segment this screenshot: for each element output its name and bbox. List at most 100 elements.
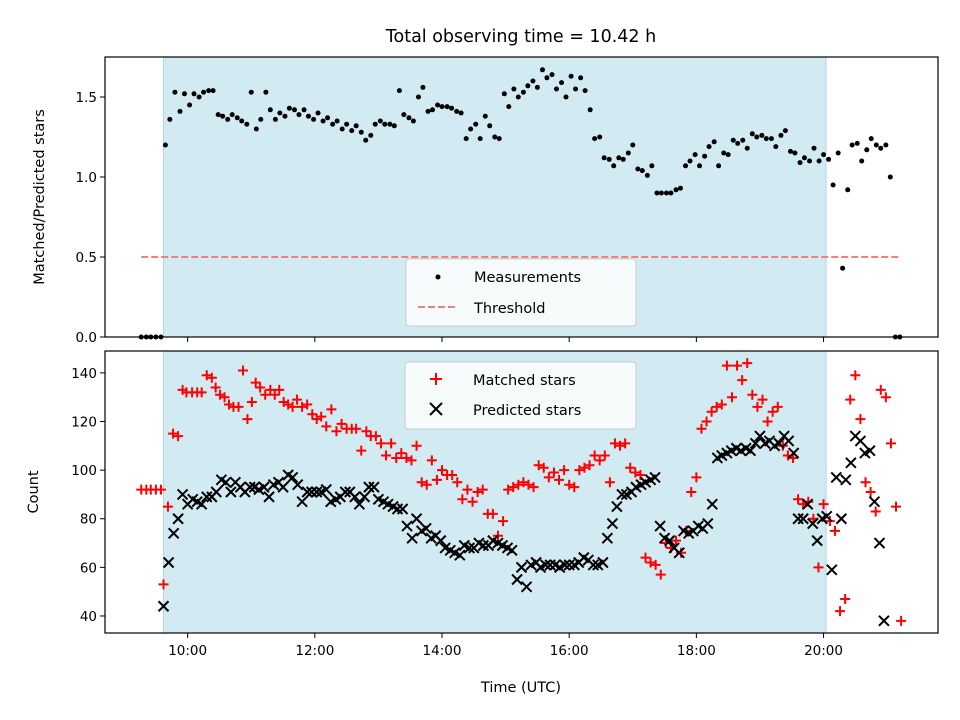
measurement-point [840, 265, 846, 271]
matched-star-point [840, 593, 851, 604]
measurement-point [878, 145, 884, 151]
measurement-point [344, 121, 350, 127]
measurement-point [172, 89, 178, 95]
measurement-point [330, 121, 336, 127]
predicted-star-point [291, 478, 304, 491]
measurement-point [382, 121, 388, 127]
xtick-label: 16:00 [550, 643, 589, 659]
predicted-star-point [258, 481, 270, 493]
measurement-point [325, 115, 331, 121]
measurement-point [391, 123, 397, 129]
measurement-point [177, 108, 183, 114]
matched-star-point [548, 467, 559, 478]
matched-star-point [875, 384, 886, 395]
measurement-point [677, 185, 683, 191]
matched-star-point [452, 477, 463, 488]
matched-star-point [813, 562, 824, 573]
predicted-star-point [420, 522, 432, 535]
predicted-star-point [749, 437, 762, 450]
measurement-point [239, 118, 245, 124]
measurement-point [229, 112, 235, 118]
predicted-star-point [801, 498, 814, 510]
matched-star-point [721, 360, 732, 371]
matched-star-point [599, 450, 610, 461]
measurement-point [301, 107, 307, 113]
measurement-point [601, 155, 607, 161]
measurement-point [778, 132, 784, 138]
matched-star-point [604, 477, 615, 488]
predicted-star-point [782, 435, 795, 447]
predicted-star-point [305, 486, 318, 498]
measurement-point [372, 121, 378, 127]
matched-star-point [528, 482, 539, 493]
matched-star-point [835, 606, 846, 617]
matched-star-point [287, 401, 298, 412]
matched-star-point [297, 401, 308, 412]
matched-star-point [569, 482, 580, 493]
predicted-star-point [616, 488, 628, 501]
matched-star-point [860, 477, 871, 488]
measurement-point [782, 128, 788, 134]
predicted-star-point [391, 503, 404, 515]
predicted-star-point [773, 437, 785, 450]
predicted-star-point [606, 517, 619, 530]
measurement-point [883, 142, 889, 148]
measurement-point [687, 158, 693, 164]
legend-threshold-label: Threshold [473, 301, 545, 317]
matched-star-point [671, 535, 682, 546]
predicted-star-point [563, 559, 575, 571]
matched-star-point [331, 426, 342, 437]
matched-star-point [375, 438, 386, 449]
measurement-point [439, 104, 445, 110]
matched-star-point [391, 452, 402, 463]
matched-star-point [818, 499, 829, 510]
measurement-point [215, 112, 221, 118]
x-axis-label: Time (UTC) [480, 680, 561, 696]
legend-measurements-label: Measurements [474, 270, 581, 286]
matched-star-point [168, 428, 179, 439]
predicted-star-point [506, 544, 518, 557]
matched-star-point [246, 397, 257, 408]
measurement-point [425, 108, 431, 114]
predicted-star-point [611, 500, 623, 513]
predicted-star-point [406, 532, 418, 544]
measurement-point [821, 152, 827, 158]
matched-star-point [518, 477, 529, 488]
matched-star-point [356, 445, 367, 456]
legend-measurements-marker [435, 274, 441, 280]
measurement-point [415, 94, 421, 100]
measurement-point [315, 110, 321, 116]
matched-star-point [219, 392, 230, 403]
matched-star-point [609, 438, 620, 449]
count-ytick-label: 100 [71, 463, 97, 479]
measurement-point [496, 136, 502, 142]
measurement-point [711, 139, 717, 145]
predicted-star-point [797, 513, 809, 525]
predicted-star-point [410, 513, 423, 525]
measurement-point [706, 144, 712, 150]
predicted-star-point [201, 491, 213, 503]
predicted-star-point [477, 539, 490, 552]
predicted-star-point [854, 435, 867, 447]
matched-star-point [850, 370, 861, 381]
measurement-point [444, 104, 450, 110]
matched-star-point [896, 615, 907, 626]
measurement-point [263, 89, 269, 95]
matched-star-point [870, 506, 881, 517]
predicted-star-point [225, 486, 237, 498]
matched-star-point [625, 462, 636, 473]
ratio-ytick-label: 0.5 [76, 250, 97, 266]
predicted-star-point [754, 430, 766, 442]
measurement-point [716, 163, 722, 169]
predicted-star-point [702, 517, 714, 530]
predicted-star-point [172, 513, 184, 525]
matched-star-point [615, 440, 626, 451]
measurement-point [291, 107, 297, 113]
measurement-point [801, 155, 807, 161]
measurement-point [559, 80, 565, 86]
measurement-point [477, 136, 483, 142]
matched-star-point [307, 409, 318, 420]
matched-star-point [326, 404, 337, 415]
matched-star-point [381, 450, 392, 461]
measurement-point [826, 156, 832, 162]
